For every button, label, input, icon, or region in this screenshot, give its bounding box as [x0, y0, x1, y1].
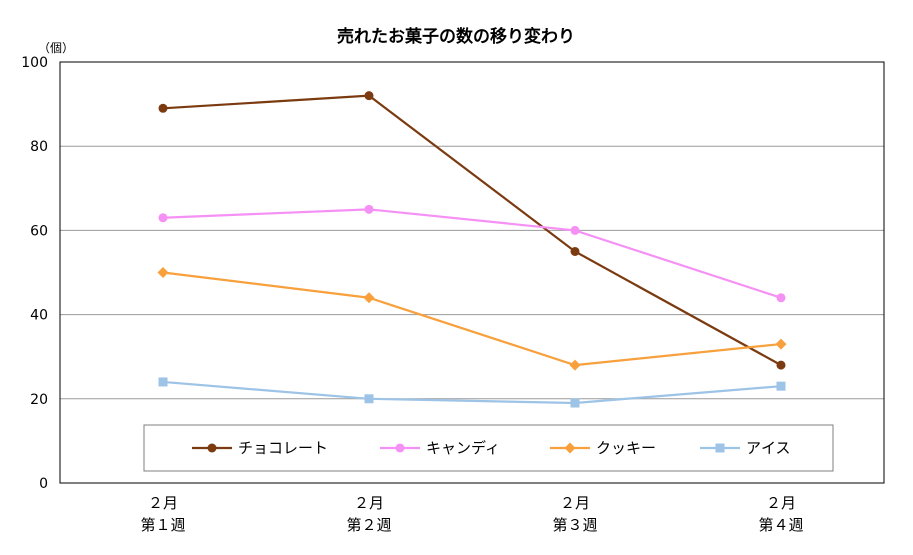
x-tick-label: 第１週 [140, 516, 185, 534]
y-tick-label: 40 [30, 308, 48, 324]
y-axis-unit: （個） [38, 41, 74, 55]
legend-marker [564, 442, 576, 454]
x-tick-label: 第４週 [758, 516, 803, 534]
data-point [364, 394, 374, 404]
data-point [364, 204, 374, 214]
data-point [158, 213, 168, 223]
data-point [570, 246, 580, 256]
data-point [570, 398, 580, 408]
legend-label: クッキー [596, 439, 656, 457]
x-tick-label: 第２週 [346, 516, 391, 534]
series-lines [157, 91, 787, 408]
data-point [158, 377, 168, 387]
y-tick-label: 60 [30, 223, 48, 239]
data-point [570, 225, 580, 235]
series-group [158, 204, 786, 303]
y-tick-label: 0 [39, 476, 48, 492]
grid-lines [60, 145, 884, 400]
legend: チョコレート キャンディ クッキー アイス [143, 424, 834, 472]
series-line [162, 380, 782, 405]
legend-label: キャンディ [426, 439, 500, 457]
legend-item: キャンディ [380, 439, 500, 457]
x-tick-label: ２月 [354, 494, 384, 512]
x-tick-label: ２月 [766, 494, 796, 512]
series-group [157, 267, 787, 371]
x-tick-label: 第３週 [552, 516, 597, 534]
series-line [162, 94, 782, 367]
y-tick-label: 20 [30, 392, 48, 408]
series-group [158, 91, 786, 370]
data-point [776, 381, 786, 391]
data-point [363, 292, 375, 304]
y-tick-label: 80 [30, 139, 48, 155]
plot-area [59, 61, 885, 484]
data-point [157, 267, 169, 278]
data-point [776, 360, 786, 370]
data-point [158, 103, 168, 113]
legend-item: クッキー [550, 439, 656, 457]
data-point [776, 293, 786, 303]
y-axis-ticks: 0 20 40 60 80 100 [21, 55, 48, 492]
legend-item: アイス [700, 439, 791, 457]
data-point [569, 359, 581, 371]
x-tick-label: ２月 [560, 494, 590, 512]
series-line [162, 271, 782, 367]
legend-item: チョコレート [192, 439, 328, 457]
legend-marker [207, 443, 217, 453]
legend-marker [395, 443, 405, 453]
data-point [364, 91, 374, 101]
y-tick-label: 100 [21, 55, 48, 71]
legend-marker [715, 443, 725, 453]
legend-label: チョコレート [238, 439, 328, 457]
chart-title: 売れたお菓子の数の移り変わり [337, 26, 575, 47]
series-line [162, 208, 782, 299]
x-tick-label: ２月 [148, 494, 178, 512]
legend-label: アイス [746, 439, 791, 457]
series-group [158, 377, 786, 408]
data-point [775, 338, 787, 350]
